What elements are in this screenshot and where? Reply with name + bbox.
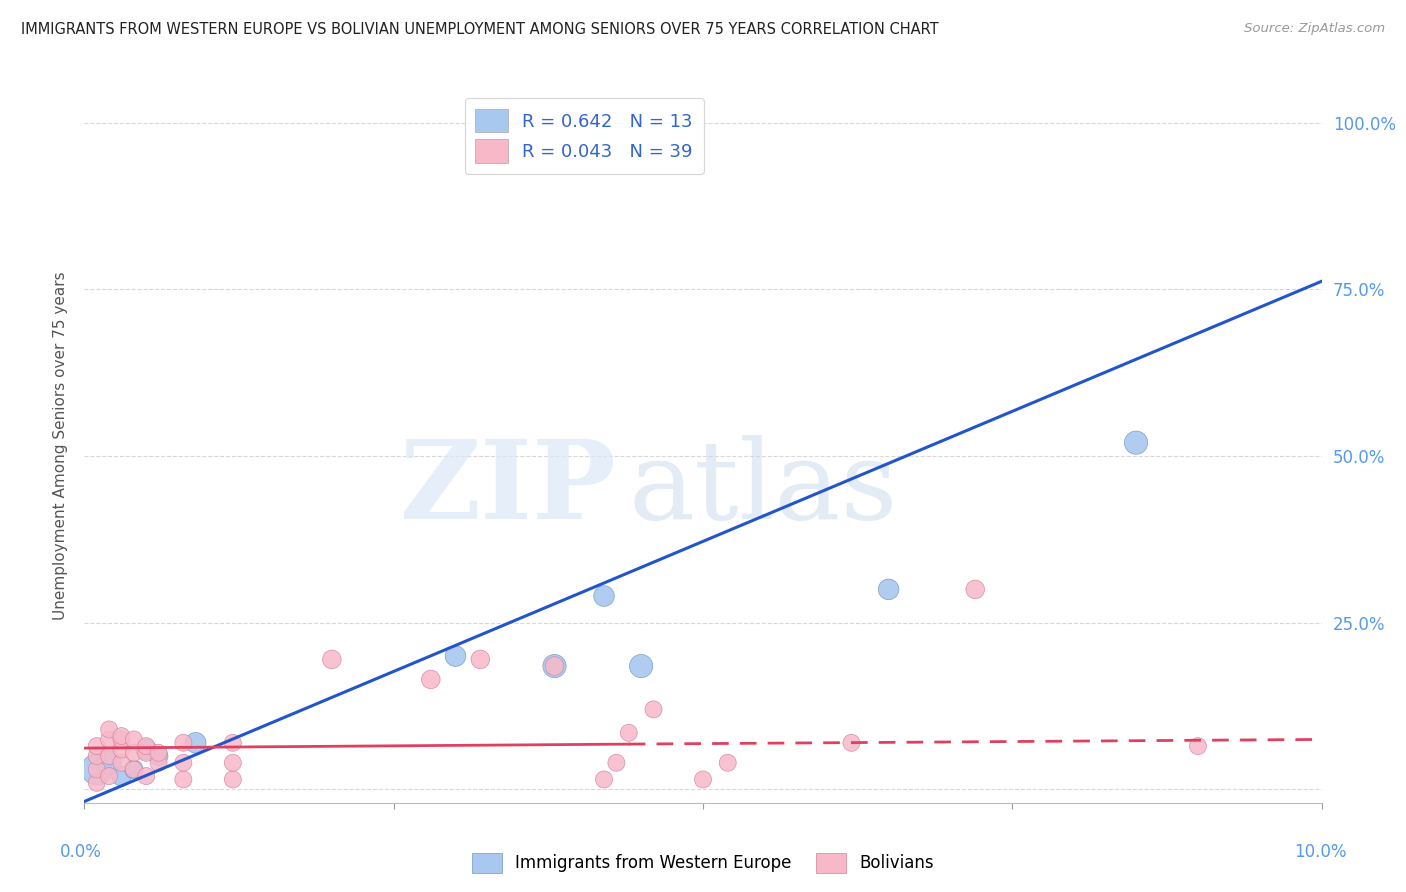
- Point: [543, 659, 565, 673]
- Point: [122, 732, 145, 747]
- Point: [110, 742, 132, 756]
- Point: [643, 702, 665, 716]
- Point: [630, 659, 652, 673]
- Point: [135, 769, 157, 783]
- Point: [110, 769, 132, 783]
- Point: [110, 732, 132, 747]
- Point: [222, 736, 245, 750]
- Point: [222, 772, 245, 787]
- Point: [98, 769, 121, 783]
- Point: [605, 756, 627, 770]
- Point: [86, 749, 108, 764]
- Point: [98, 732, 121, 747]
- Point: [222, 756, 245, 770]
- Point: [593, 772, 616, 787]
- Point: [543, 659, 565, 673]
- Point: [98, 756, 121, 770]
- Point: [692, 772, 714, 787]
- Legend: R = 0.642   N = 13, R = 0.043   N = 39: R = 0.642 N = 13, R = 0.043 N = 39: [464, 98, 703, 174]
- Point: [110, 729, 132, 743]
- Point: [122, 746, 145, 760]
- Point: [135, 739, 157, 753]
- Point: [321, 652, 343, 666]
- Point: [172, 756, 194, 770]
- Point: [419, 673, 441, 687]
- Point: [841, 736, 863, 750]
- Point: [1125, 435, 1147, 450]
- Text: Source: ZipAtlas.com: Source: ZipAtlas.com: [1244, 22, 1385, 36]
- Point: [617, 725, 640, 739]
- Point: [148, 746, 170, 760]
- Text: atlas: atlas: [628, 435, 898, 542]
- Text: IMMIGRANTS FROM WESTERN EUROPE VS BOLIVIAN UNEMPLOYMENT AMONG SENIORS OVER 75 YE: IMMIGRANTS FROM WESTERN EUROPE VS BOLIVI…: [21, 22, 939, 37]
- Point: [148, 756, 170, 770]
- Text: 10.0%: 10.0%: [1294, 843, 1347, 861]
- Y-axis label: Unemployment Among Seniors over 75 years: Unemployment Among Seniors over 75 years: [52, 272, 67, 620]
- Point: [98, 723, 121, 737]
- Point: [110, 756, 132, 770]
- Point: [965, 582, 987, 597]
- Point: [1187, 739, 1209, 753]
- Point: [86, 763, 108, 777]
- Point: [98, 749, 121, 764]
- Point: [444, 649, 467, 664]
- Point: [172, 736, 194, 750]
- Point: [122, 763, 145, 777]
- Point: [184, 736, 207, 750]
- Text: ZIP: ZIP: [399, 435, 616, 542]
- Point: [86, 739, 108, 753]
- Point: [717, 756, 740, 770]
- Text: 0.0%: 0.0%: [59, 843, 101, 861]
- Point: [593, 589, 616, 603]
- Point: [135, 742, 157, 756]
- Legend: Immigrants from Western Europe, Bolivians: Immigrants from Western Europe, Bolivian…: [465, 847, 941, 880]
- Point: [122, 763, 145, 777]
- Point: [86, 776, 108, 790]
- Point: [86, 763, 108, 777]
- Point: [172, 772, 194, 787]
- Point: [135, 746, 157, 760]
- Point: [148, 749, 170, 764]
- Point: [877, 582, 900, 597]
- Point: [470, 652, 492, 666]
